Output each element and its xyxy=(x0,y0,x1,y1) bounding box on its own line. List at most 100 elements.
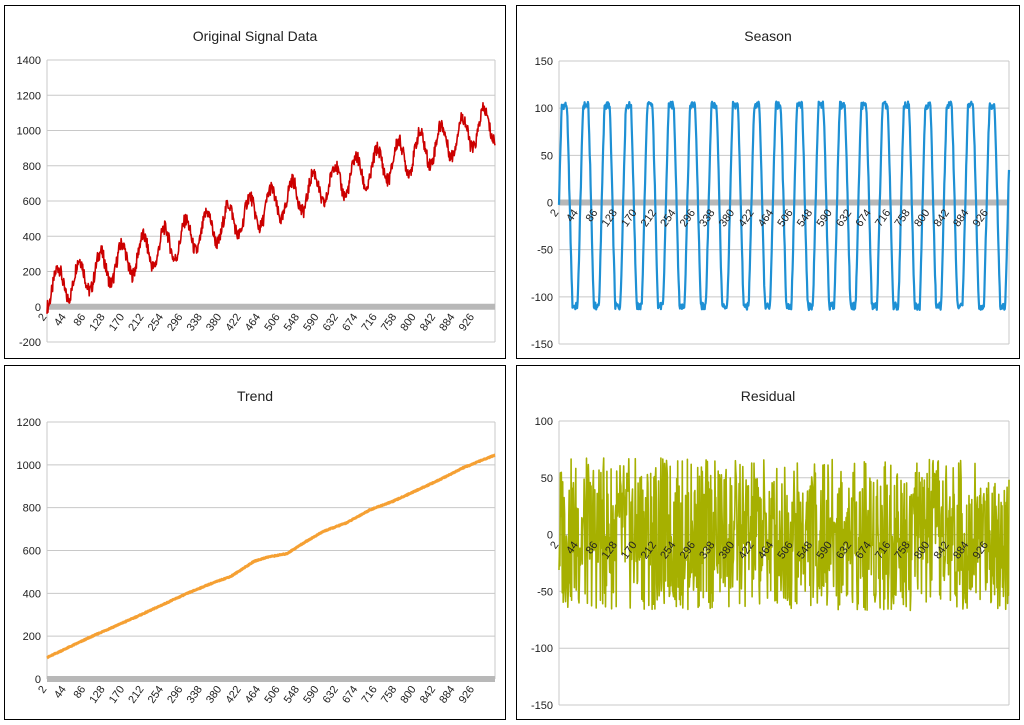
y-tick-label: 400 xyxy=(23,588,41,600)
y-tick-label: 1000 xyxy=(17,460,41,472)
x-tick-label: 464 xyxy=(243,312,263,334)
y-tick-label: 1000 xyxy=(17,126,41,138)
x-tick-label: 254 xyxy=(146,312,166,334)
x-tick-label: 884 xyxy=(437,312,457,334)
chart-panel-trend: Trend 0 200 400 600 800 1000 1200 2 44 86 128 170 21… xyxy=(4,365,506,720)
chart-title: Season xyxy=(744,28,792,44)
y-tick-label: 200 xyxy=(23,267,41,279)
x-tick-label: 2 xyxy=(36,684,49,696)
x-tick-label: 2 xyxy=(548,207,561,219)
y-tick-label: 0 xyxy=(547,198,553,210)
y-tick-label: 50 xyxy=(541,473,553,485)
x-tick-label: 86 xyxy=(584,207,601,224)
y-tick-label: 50 xyxy=(541,150,553,162)
y-tick-label: 0 xyxy=(35,302,41,314)
x-tick-label: 338 xyxy=(185,312,205,334)
series-line xyxy=(557,100,1011,312)
y-tick-label: 1400 xyxy=(17,55,41,67)
x-tick-label: 170 xyxy=(107,684,127,706)
y-tick-label: 1200 xyxy=(17,90,41,102)
x-tick-label: 128 xyxy=(600,207,620,229)
y-tick-label: -150 xyxy=(531,700,553,712)
x-tick-label: 590 xyxy=(301,684,321,706)
x-tick-label: 674 xyxy=(853,207,873,229)
y-tick-label: 200 xyxy=(23,631,41,643)
chart-svg: 0 200 400 600 800 1000 1200 2 44 86 128 170 212 254 29… xyxy=(17,417,496,706)
x-tick-label: 212 xyxy=(126,312,146,334)
x-tick-label: 632 xyxy=(321,312,341,334)
x-tick-label: 44 xyxy=(564,207,581,224)
x-tick-label: 884 xyxy=(437,684,457,706)
chart-title: Original Signal Data xyxy=(192,28,318,44)
x-tick-label: 548 xyxy=(795,207,815,229)
x-tick-label: 380 xyxy=(204,312,224,334)
x-tick-label: 44 xyxy=(564,539,581,556)
x-tick-label: 254 xyxy=(146,684,166,706)
x-tick-label: 86 xyxy=(584,539,601,556)
y-tick-label: -150 xyxy=(531,339,553,351)
y-tick-label: -100 xyxy=(531,643,553,655)
x-tick-label: 2 xyxy=(36,312,49,324)
y-tick-label: -200 xyxy=(19,337,41,349)
x-axis-band xyxy=(47,676,495,682)
series-line xyxy=(558,457,1010,612)
x-axis-band xyxy=(47,303,495,310)
x-tick-label: 926 xyxy=(457,684,477,706)
chart-panel-original-signal: Original Signal Data -200 0 200 400 600 800 10… xyxy=(4,5,506,359)
chart-title: Residual xyxy=(740,388,796,404)
x-tick-label: 716 xyxy=(360,684,380,706)
x-tick-label: 590 xyxy=(301,312,321,334)
y-tick-label: 800 xyxy=(23,503,41,515)
y-tick-label: -50 xyxy=(537,245,553,257)
x-tick-label: 338 xyxy=(697,207,717,229)
y-tick-label: -50 xyxy=(537,586,553,598)
y-tick-label: 800 xyxy=(23,161,41,173)
x-tick-label: 128 xyxy=(87,312,107,334)
x-tick-label: 758 xyxy=(379,684,399,706)
series-line xyxy=(46,453,496,660)
x-tick-label: 926 xyxy=(971,207,991,229)
x-tick-label: 338 xyxy=(185,684,205,706)
x-tick-label: 800 xyxy=(398,312,418,334)
y-tick-label: 600 xyxy=(23,546,41,558)
x-tick-label: 632 xyxy=(321,684,341,706)
y-tick-label: 100 xyxy=(535,416,553,428)
x-tick-label: 506 xyxy=(262,684,282,706)
x-tick-label: 86 xyxy=(71,312,88,329)
x-tick-label: 422 xyxy=(736,207,756,229)
x-tick-label: 548 xyxy=(282,684,302,706)
x-tick-label: 590 xyxy=(814,207,834,229)
y-tick-label: 600 xyxy=(23,196,41,208)
chart-panel-season: Season -150 -100 -50 0 50 100 150 2 44 86 128 170 21… xyxy=(516,5,1020,359)
x-tick-label: 254 xyxy=(658,207,678,229)
x-tick-label: 800 xyxy=(912,207,932,229)
x-tick-label: 674 xyxy=(340,684,360,706)
x-tick-label: 716 xyxy=(360,312,380,334)
x-tick-label: 380 xyxy=(204,684,224,706)
x-tick-label: 296 xyxy=(165,312,185,334)
chart-panel-residual: Residual -150 -100 -50 0 50 100 2 44 86 128 170 212… xyxy=(516,365,1020,720)
x-tick-label: 926 xyxy=(457,312,477,334)
series-line xyxy=(46,102,496,314)
x-tick-label: 296 xyxy=(165,684,185,706)
x-tick-label: 842 xyxy=(418,684,438,706)
x-tick-label: 758 xyxy=(379,312,399,334)
chart-title: Trend xyxy=(236,388,274,404)
x-tick-label: 464 xyxy=(243,684,263,706)
x-tick-label: 422 xyxy=(223,312,243,334)
y-tick-label: 400 xyxy=(23,231,41,243)
y-tick-label: 0 xyxy=(547,530,553,542)
x-tick-label: 548 xyxy=(282,312,302,334)
x-tick-label: 170 xyxy=(107,312,127,334)
y-tick-label: 150 xyxy=(535,56,553,68)
y-tick-label: 0 xyxy=(35,674,41,686)
x-tick-label: 44 xyxy=(52,684,69,701)
x-tick-label: 506 xyxy=(262,312,282,334)
chart-svg: -200 0 200 400 600 800 1000 1200 1400 2 44 86 128 170… xyxy=(17,55,496,349)
x-tick-label: 44 xyxy=(52,312,69,329)
x-tick-label: 296 xyxy=(678,207,698,229)
x-tick-label: 800 xyxy=(398,684,418,706)
y-tick-label: -100 xyxy=(531,292,553,304)
